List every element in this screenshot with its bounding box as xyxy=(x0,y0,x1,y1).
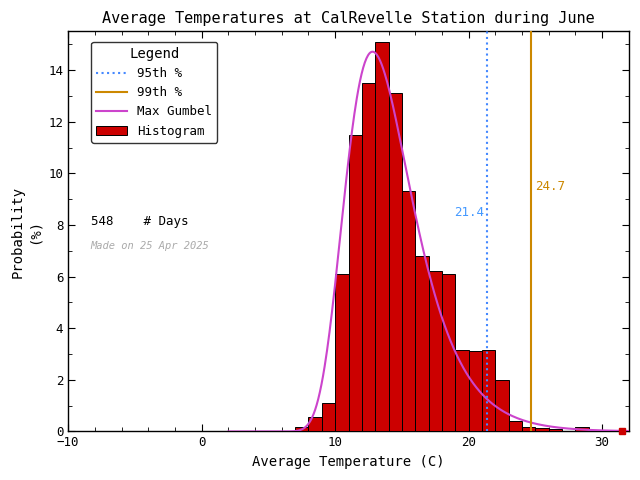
Bar xyxy=(295,427,308,432)
Text: 548    # Days: 548 # Days xyxy=(90,216,188,228)
Bar xyxy=(375,42,388,432)
Bar xyxy=(308,417,322,432)
Text: 24.7: 24.7 xyxy=(535,180,564,193)
Bar xyxy=(322,403,335,432)
Bar xyxy=(388,94,402,432)
Bar xyxy=(468,351,482,432)
Bar xyxy=(548,430,562,432)
Bar xyxy=(495,380,509,432)
Legend: 95th %, 99th %, Max Gumbel, Histogram: 95th %, 99th %, Max Gumbel, Histogram xyxy=(91,42,218,143)
Title: Average Temperatures at CalRevelle Station during June: Average Temperatures at CalRevelle Stati… xyxy=(102,11,595,26)
Bar xyxy=(482,350,495,432)
Y-axis label: Probability
(%): Probability (%) xyxy=(11,185,42,277)
Bar xyxy=(575,427,589,432)
Bar xyxy=(402,192,415,432)
X-axis label: Average Temperature (C): Average Temperature (C) xyxy=(252,455,445,469)
Bar xyxy=(335,274,349,432)
Bar xyxy=(429,272,442,432)
Bar xyxy=(442,274,455,432)
Bar xyxy=(349,135,362,432)
Bar xyxy=(362,83,375,432)
Bar xyxy=(455,350,468,432)
Bar xyxy=(536,428,548,432)
Bar xyxy=(415,256,429,432)
Bar xyxy=(522,427,536,432)
Text: 21.4: 21.4 xyxy=(454,205,484,218)
Bar xyxy=(509,421,522,432)
Text: Made on 25 Apr 2025: Made on 25 Apr 2025 xyxy=(90,241,209,252)
